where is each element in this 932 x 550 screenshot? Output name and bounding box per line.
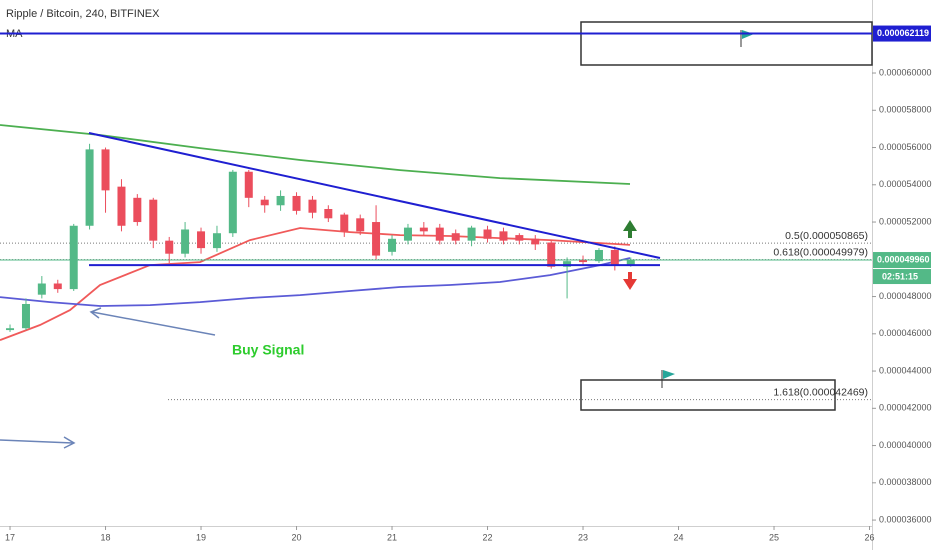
x-tick-label: 23 — [578, 532, 588, 542]
last-price-label: 0.000049960 — [877, 254, 930, 264]
candle-body — [579, 260, 588, 263]
y-tick-label: 0.000060000 — [879, 67, 932, 77]
pointer-arrow — [0, 436, 76, 449]
y-tick-label: 0.000040000 — [879, 440, 932, 450]
candle-body — [37, 283, 46, 295]
candle-body — [101, 149, 110, 191]
x-tick-label: 25 — [769, 532, 779, 542]
candle-body — [499, 231, 508, 241]
fib-label: 0.5(0.000050865) — [785, 230, 868, 242]
x-tick-label: 21 — [387, 532, 397, 542]
candle-body — [340, 214, 349, 232]
target-box — [580, 21, 873, 66]
chart-title: Ripple / Bitcoin, 240, BITFINEX — [6, 8, 160, 20]
price-tag — [873, 25, 931, 42]
y-tick-label: 0.000036000 — [879, 514, 932, 524]
candle-body — [149, 199, 158, 241]
y-tick-label: 0.000052000 — [879, 216, 932, 226]
candle-body — [165, 240, 174, 254]
candle-body — [451, 233, 460, 241]
x-tick-label: 18 — [101, 532, 111, 542]
candle-body — [181, 229, 190, 254]
candle-body — [197, 231, 206, 249]
y-tick-label: 0.000054000 — [879, 179, 932, 189]
x-tick-label: 22 — [483, 532, 493, 542]
candle-body — [260, 199, 269, 206]
candle-body — [419, 227, 428, 232]
moving-average — [0, 227, 631, 341]
candle-body — [212, 233, 221, 249]
candle-body — [515, 235, 524, 241]
candle-body — [626, 260, 635, 265]
y-tick-label: 0.000048000 — [879, 291, 932, 301]
target-box — [580, 379, 836, 411]
trend-line — [88, 132, 661, 259]
y-tick-label: 0.000056000 — [879, 142, 932, 152]
x-tick-label: 17 — [5, 532, 15, 542]
candle-body — [85, 149, 94, 226]
y-tick-label: 0.000046000 — [879, 328, 932, 338]
candle-body — [610, 249, 619, 265]
y-tick-label: 0.000044000 — [879, 365, 932, 375]
candle-body — [117, 186, 126, 226]
candle-body — [594, 249, 603, 262]
candle-body — [388, 238, 397, 252]
fib-label: 0.618(0.000049979) — [773, 246, 868, 258]
candle-body — [467, 227, 476, 241]
candle-body — [308, 199, 317, 213]
y-tick-label: 0.000058000 — [879, 105, 932, 115]
countdown: 02:51:15 — [882, 271, 918, 281]
candle-body — [133, 197, 142, 223]
candle-body — [483, 229, 492, 239]
moving-average — [0, 257, 631, 307]
candle-body — [324, 208, 333, 219]
candle-body — [403, 227, 412, 241]
y-tick-label: 0.000042000 — [879, 403, 932, 413]
candle-body — [244, 171, 253, 198]
fib-label: 1.618(0.000042469) — [773, 386, 868, 398]
candle-body — [435, 227, 444, 241]
candle-body — [547, 242, 556, 267]
candle-body — [228, 171, 237, 234]
candle-body — [531, 238, 540, 245]
price-tag — [873, 252, 931, 269]
x-tick-label: 24 — [674, 532, 684, 542]
candle-body — [356, 218, 365, 232]
candle-body — [69, 225, 78, 290]
candle-body — [53, 283, 62, 290]
x-tick-label: 19 — [196, 532, 206, 542]
y-tick-label: 0.000038000 — [879, 477, 932, 487]
buy-signal: Buy Signal — [232, 342, 304, 358]
pointer-arrow — [89, 307, 216, 336]
up-arrow — [623, 220, 637, 238]
candle-body — [276, 195, 285, 206]
candle-body — [292, 195, 301, 211]
candle-body — [21, 303, 30, 329]
candle-body — [563, 261, 572, 267]
candle-body — [372, 222, 381, 256]
down-arrow — [623, 272, 637, 290]
flag — [661, 370, 675, 388]
candle-body — [6, 328, 15, 331]
countdown-tag — [873, 269, 931, 285]
alert-price-label: 0.000062119 — [877, 28, 929, 38]
x-tick-label: 20 — [292, 532, 302, 542]
x-tick-label: 26 — [865, 532, 875, 542]
